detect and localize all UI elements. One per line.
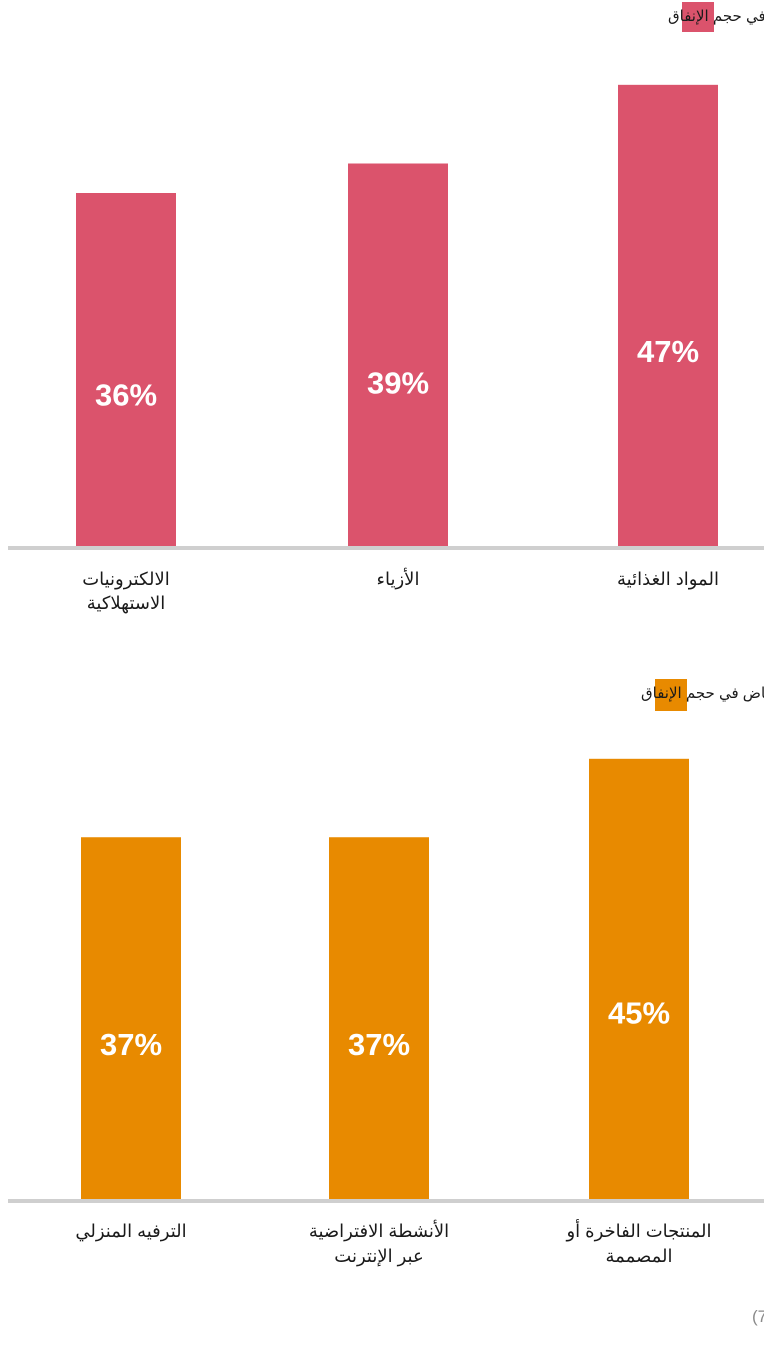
bar-value-label: 47%: [637, 334, 699, 369]
bar: [348, 163, 448, 547]
x-axis-line: [8, 546, 764, 550]
category-label: الاستهلاكية: [87, 593, 165, 614]
bar-value-label: 36%: [95, 377, 157, 412]
footnote: القاعدة: المشاركون في منطقة الشرق الأوسط…: [752, 1306, 764, 1327]
x-axis-line: [8, 1199, 764, 1203]
bar: [618, 84, 718, 547]
category-label: الالكترونيات: [82, 569, 170, 590]
bar-value-label: 37%: [348, 1027, 410, 1062]
category-label: المواد الغذائية: [617, 569, 719, 590]
bar: [589, 758, 689, 1200]
category-label: المنتجات الفاخرة أو: [565, 1219, 711, 1242]
bar-value-label: 45%: [608, 996, 670, 1031]
category-label: الأنشطة الافتراضية: [309, 1220, 449, 1242]
bar: [76, 193, 176, 547]
legend-swatch: [682, 2, 714, 32]
bar-value-label: 39%: [367, 366, 429, 401]
legend-label: انخفاض في حجم الإنفاق: [641, 685, 764, 703]
category-label: الترفيه المنزلي: [75, 1221, 186, 1242]
bar: [329, 837, 429, 1200]
category-label: المصممة: [606, 1246, 673, 1266]
category-label: الأزياء: [377, 568, 420, 589]
category-label: عبر الإنترنت: [334, 1246, 423, 1267]
legend-label: زيادة في حجم الإنفاق: [668, 8, 764, 26]
bar: [81, 837, 181, 1200]
legend-swatch: [655, 679, 687, 711]
bar-value-label: 37%: [100, 1027, 162, 1062]
